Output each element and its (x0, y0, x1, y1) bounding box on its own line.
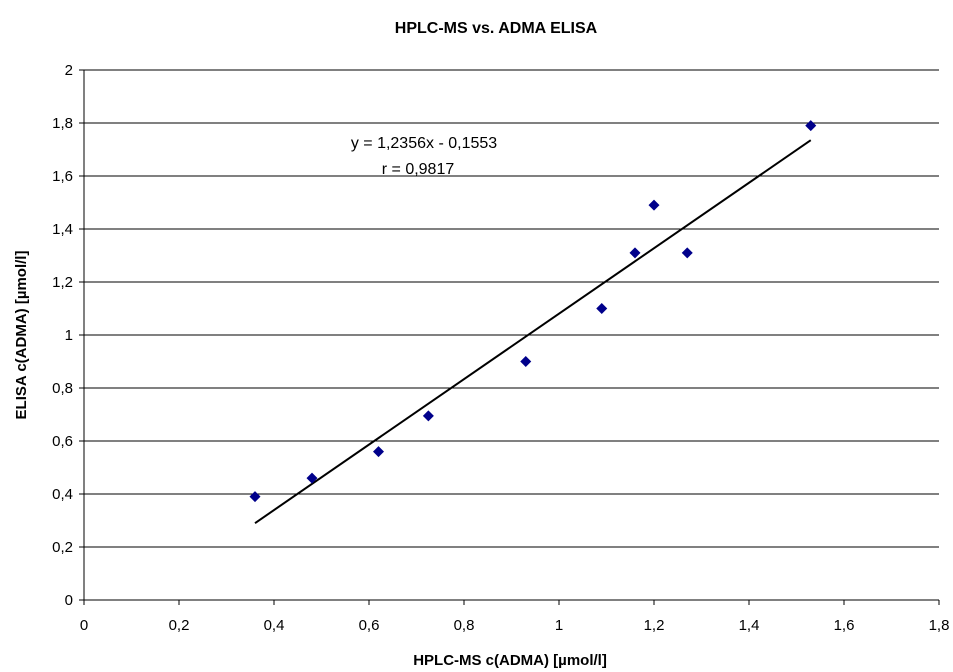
y-tick-label: 1,6 (52, 168, 73, 185)
regression-equation: y = 1,2356x - 0,1553 (351, 135, 497, 152)
x-tick-labels: 0 0,2 0,4 0,6 0,8 1 1,2 1,4 1,6 1,8 (80, 617, 950, 634)
y-tick-label: 0,8 (52, 380, 73, 397)
data-point (520, 356, 532, 367)
x-tick-label: 0,8 (454, 617, 475, 634)
x-tick-label: 1,6 (834, 617, 855, 634)
x-tick-label: 1,2 (644, 617, 665, 634)
data-points (249, 120, 817, 503)
y-tick-label: 1 (65, 327, 73, 344)
grid-lines (84, 69, 939, 548)
y-tick-label: 0,6 (52, 433, 73, 450)
trendline (254, 139, 812, 524)
y-tick-label: 0 (65, 592, 73, 609)
data-point (805, 120, 817, 132)
y-tick-label: 0,2 (52, 539, 73, 556)
y-tick-label: 2 (65, 62, 73, 79)
data-point (249, 491, 261, 503)
x-tick-label: 0 (80, 617, 88, 634)
y-tick-label: 1,2 (52, 274, 73, 291)
x-tick-label: 0,4 (264, 617, 285, 634)
y-tick-label: 1,4 (52, 221, 73, 238)
x-tick-label: 0,6 (359, 617, 380, 634)
data-point (596, 303, 608, 314)
data-point (373, 446, 384, 458)
y-tick-label: 0,4 (52, 486, 73, 503)
y-tick-labels: 0 0,2 0,4 0,6 0,8 1 1,2 1,4 1,6 1,8 2 (52, 62, 73, 609)
correlation-coefficient: r = 0,9817 (382, 161, 455, 178)
data-point (422, 410, 434, 422)
x-tick-label: 1,4 (739, 617, 760, 634)
x-tick-label: 1 (555, 617, 563, 634)
chart-title: HPLC-MS vs. ADMA ELISA (395, 20, 598, 37)
y-tick-label: 1,8 (52, 115, 73, 132)
y-axis-label: ELISA c(ADMA) [µmol/l] (13, 251, 30, 420)
data-point (629, 247, 641, 259)
x-axis-label: HPLC-MS c(ADMA) [µmol/l] (413, 652, 607, 669)
axes (79, 69, 940, 605)
trendline-group (254, 139, 812, 524)
x-tick-label: 0,2 (169, 617, 190, 634)
x-tick-label: 1,8 (929, 617, 950, 634)
data-point (681, 247, 693, 259)
data-point (306, 472, 318, 484)
data-point (648, 199, 660, 211)
